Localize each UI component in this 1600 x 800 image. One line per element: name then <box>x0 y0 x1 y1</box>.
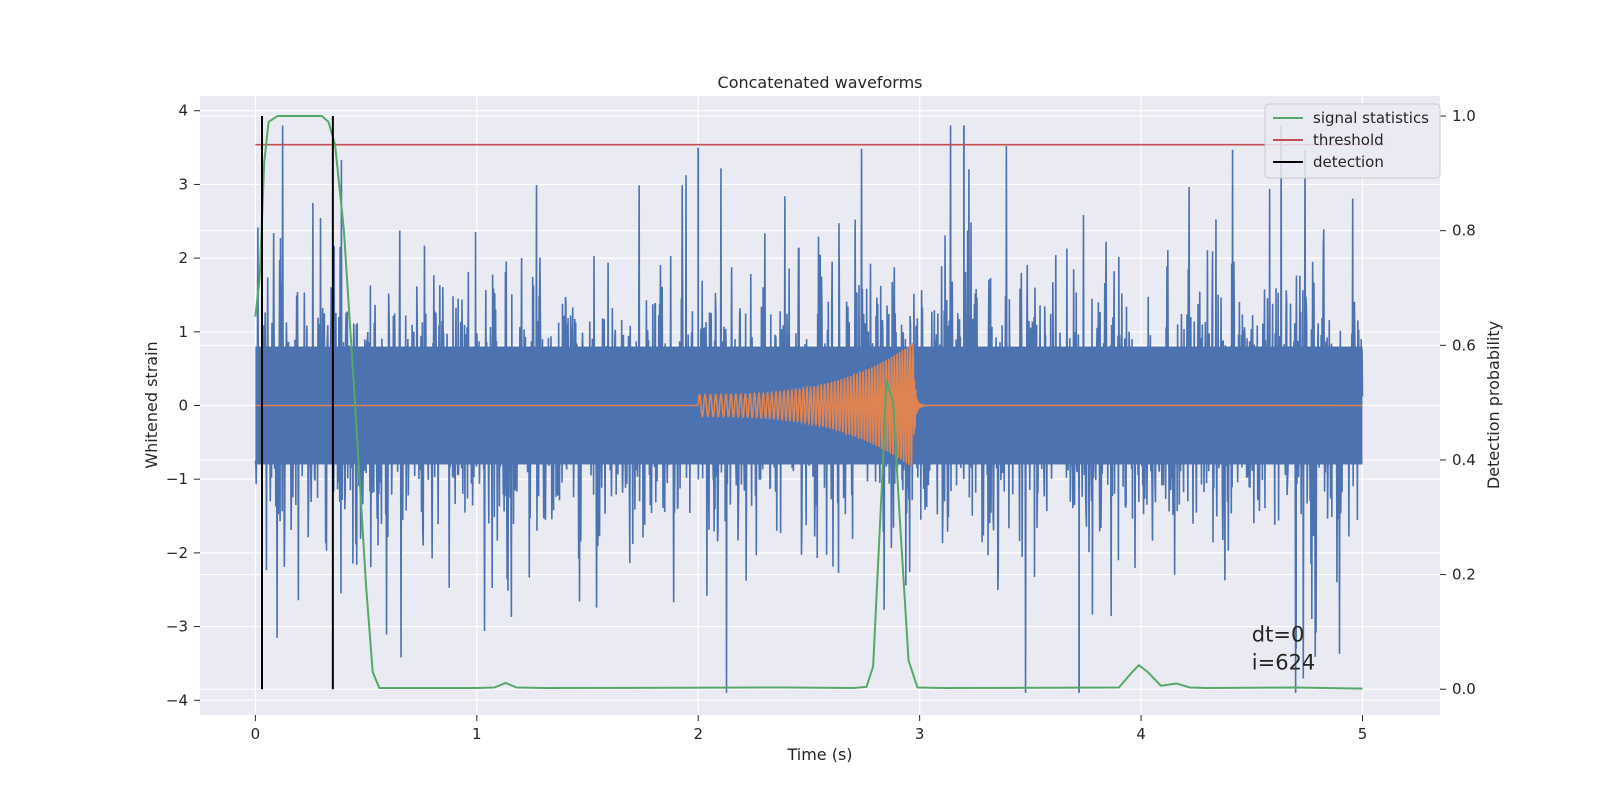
y-tick-label-0: −4 <box>166 691 188 709</box>
y-tick-label-5: 1 <box>178 323 188 341</box>
y-tick-label-8: 4 <box>178 102 188 120</box>
x-tick-label-5: 5 <box>1358 725 1368 743</box>
legend-label-2: detection <box>1313 153 1384 171</box>
y2-tick-label-1: 0.2 <box>1452 566 1476 584</box>
annotation-dt: dt=0 <box>1252 622 1305 646</box>
y2-tick-label-4: 0.8 <box>1452 222 1476 240</box>
legend: signal statistics threshold detection <box>1264 103 1441 179</box>
y2-tick-label-0: 0.0 <box>1452 680 1476 698</box>
y-tick-label-4: 0 <box>178 397 188 415</box>
legend-label-1: threshold <box>1313 131 1384 149</box>
y2-tick-label-2: 0.4 <box>1452 451 1476 469</box>
y2-tick-label-5: 1.0 <box>1452 107 1476 125</box>
chirp-series-line <box>255 343 1363 467</box>
chart-title: Concatenated waveforms <box>718 73 923 92</box>
y-axis-label: Whitened strain <box>142 341 161 468</box>
signal-statistics-line <box>254 115 1363 690</box>
x-tick-label-3: 3 <box>915 725 925 743</box>
x-tick-label-4: 4 <box>1136 725 1146 743</box>
y-tick-label-6: 2 <box>178 249 188 267</box>
annotation-index: i=624 <box>1252 650 1316 674</box>
x-tick-label-1: 1 <box>472 725 482 743</box>
legend-label-0: signal statistics <box>1313 109 1429 127</box>
plot-area <box>254 115 1385 693</box>
y2-axis-label: Detection probability <box>1484 321 1503 489</box>
y-tick-label-1: −3 <box>166 618 188 636</box>
y2-tick-label-3: 0.6 <box>1452 336 1476 354</box>
axes: 0 1 2 3 4 5 −4 −3 −2 −1 0 1 2 3 4 0.0 0.2 0.4 0.6 0.8 1.0 <box>166 102 1476 743</box>
x-tick-label-0: 0 <box>251 725 261 743</box>
x-axis-label: Time (s) <box>786 745 852 764</box>
y-tick-label-3: −1 <box>166 470 188 488</box>
legend-box <box>1264 103 1441 179</box>
x-tick-label-2: 2 <box>693 725 703 743</box>
y-tick-label-7: 3 <box>178 175 188 193</box>
y-tick-label-2: −2 <box>166 544 188 562</box>
